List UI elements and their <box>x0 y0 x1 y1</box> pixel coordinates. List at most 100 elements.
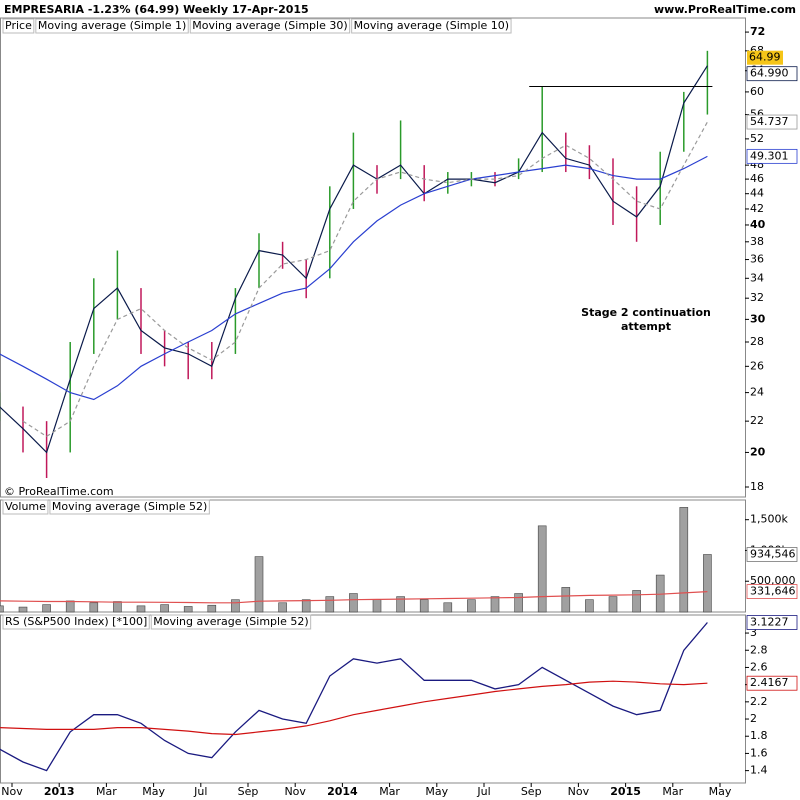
x-tick-label: May <box>142 785 165 798</box>
y-tick-label: 24 <box>750 386 764 399</box>
volume-bar <box>608 596 618 613</box>
volume-bar <box>703 554 712 613</box>
volume-bar <box>65 600 75 613</box>
y-tick-label: 2 <box>750 712 757 725</box>
x-tick-label: 2015 <box>610 785 641 798</box>
volume-bar <box>42 604 51 613</box>
y-tick-label: 1.8 <box>750 729 768 742</box>
volume-bar <box>183 606 193 613</box>
x-tick-label: 2014 <box>327 785 358 798</box>
series-line <box>0 155 708 401</box>
y-tick-label: 46 <box>750 172 764 185</box>
volume-bar <box>490 596 500 613</box>
site: www.ProRealTime.com <box>654 3 796 16</box>
y-tick-label: 38 <box>750 235 764 248</box>
legend-label: Moving average (Simple 30) <box>192 19 347 32</box>
value-label: 54.737 <box>750 115 789 128</box>
volume-bar <box>443 602 453 613</box>
y-tick-label: 3 <box>750 626 757 639</box>
legend-label: Moving average (Simple 10) <box>354 19 509 32</box>
series-line <box>0 591 708 604</box>
legend-box <box>2 499 49 515</box>
value-label: 64.990 <box>750 67 789 80</box>
x-tick-label: 2013 <box>44 785 75 798</box>
y-tick-label: 1.6 <box>750 746 768 759</box>
value-label-box <box>746 148 798 164</box>
chart-title: EMPRESARIA -1.23% (64.99) Weekly 17-Apr-… <box>4 3 309 16</box>
x-tick-label: Nov <box>284 785 306 798</box>
y-tick-label: 26 <box>750 359 764 372</box>
y-tick-label: 18 <box>750 480 764 493</box>
value-label: 2.4167 <box>750 676 789 689</box>
y-tick-label: 40 <box>750 218 766 231</box>
y-tick-label: 2.6 <box>750 660 768 673</box>
value-label: 49.301 <box>750 149 789 162</box>
volume-bar <box>349 593 358 613</box>
legend-box <box>150 614 312 630</box>
copyright: © ProRealTime.com <box>4 485 114 498</box>
panel-frame <box>0 17 746 498</box>
volume-bar <box>113 601 122 613</box>
legend-label: Price <box>5 19 32 32</box>
y-tick-label: 2.8 <box>750 643 768 656</box>
volume-bar <box>89 602 99 613</box>
legend-label: Moving average (Simple 52) <box>52 500 207 513</box>
volume-bar <box>585 599 594 613</box>
legend-label: RS (S&P500 Index) [*100] <box>5 615 147 628</box>
value-label-box <box>746 675 798 691</box>
y-tick-label: 60 <box>750 85 764 98</box>
y-tick-label: 42 <box>750 202 764 215</box>
last-price-box <box>747 50 783 65</box>
legend-label: Moving average (Simple 1) <box>38 19 186 32</box>
volume-bar <box>514 593 523 613</box>
volume-bar <box>372 599 382 613</box>
volume-bar <box>561 587 571 613</box>
volume-bar <box>160 604 169 613</box>
x-tick-label: Jul <box>476 785 490 798</box>
legend-label: Moving average (Simple 52) <box>153 615 308 628</box>
value-label: 934,546 <box>750 547 796 560</box>
volume-bar <box>278 602 287 613</box>
volume-bar <box>632 590 641 613</box>
y-tick-label: 22 <box>750 414 764 427</box>
annotation: Stage 2 continuation <box>581 306 711 319</box>
volume-bar <box>207 604 217 613</box>
x-tick-label: Mar <box>662 785 683 798</box>
y-tick-label: 36 <box>750 253 764 266</box>
volume-bar <box>136 605 146 613</box>
x-tick-label: Mar <box>96 785 117 798</box>
volume-bar <box>231 599 240 613</box>
x-tick-label: Mar <box>379 785 400 798</box>
legend-box <box>49 499 210 515</box>
series-line <box>0 622 708 772</box>
x-tick-label: Jul <box>193 785 207 798</box>
value-label-box <box>746 584 798 599</box>
volume-bar <box>679 507 689 613</box>
legend-box <box>189 18 351 34</box>
series-line <box>22 121 708 438</box>
volume-bar <box>467 599 476 613</box>
y-tick-label: 1.4 <box>750 764 768 777</box>
y-tick-label: 34 <box>750 271 764 284</box>
y-tick-label: 2.2 <box>750 695 768 708</box>
y-tick-label: 32 <box>750 291 764 304</box>
volume-bar <box>537 525 547 613</box>
y-tick-label: 44 <box>750 187 764 200</box>
y-tick-label: 20 <box>750 445 766 458</box>
y-tick-label: 52 <box>750 132 764 145</box>
x-tick-label: Sep <box>521 785 542 798</box>
value-label-box <box>746 547 798 562</box>
legend-box <box>351 18 512 34</box>
x-tick-label: Nov <box>568 785 590 798</box>
x-tick-label: May <box>709 785 732 798</box>
value-label-box <box>746 66 798 82</box>
last-price: 64.99 <box>749 51 781 64</box>
annotation: attempt <box>621 320 671 333</box>
value-label-box <box>746 615 798 630</box>
x-tick-label: Nov <box>1 785 23 798</box>
y-tick-label: 1,500k <box>750 513 788 526</box>
legend-box <box>35 18 189 34</box>
